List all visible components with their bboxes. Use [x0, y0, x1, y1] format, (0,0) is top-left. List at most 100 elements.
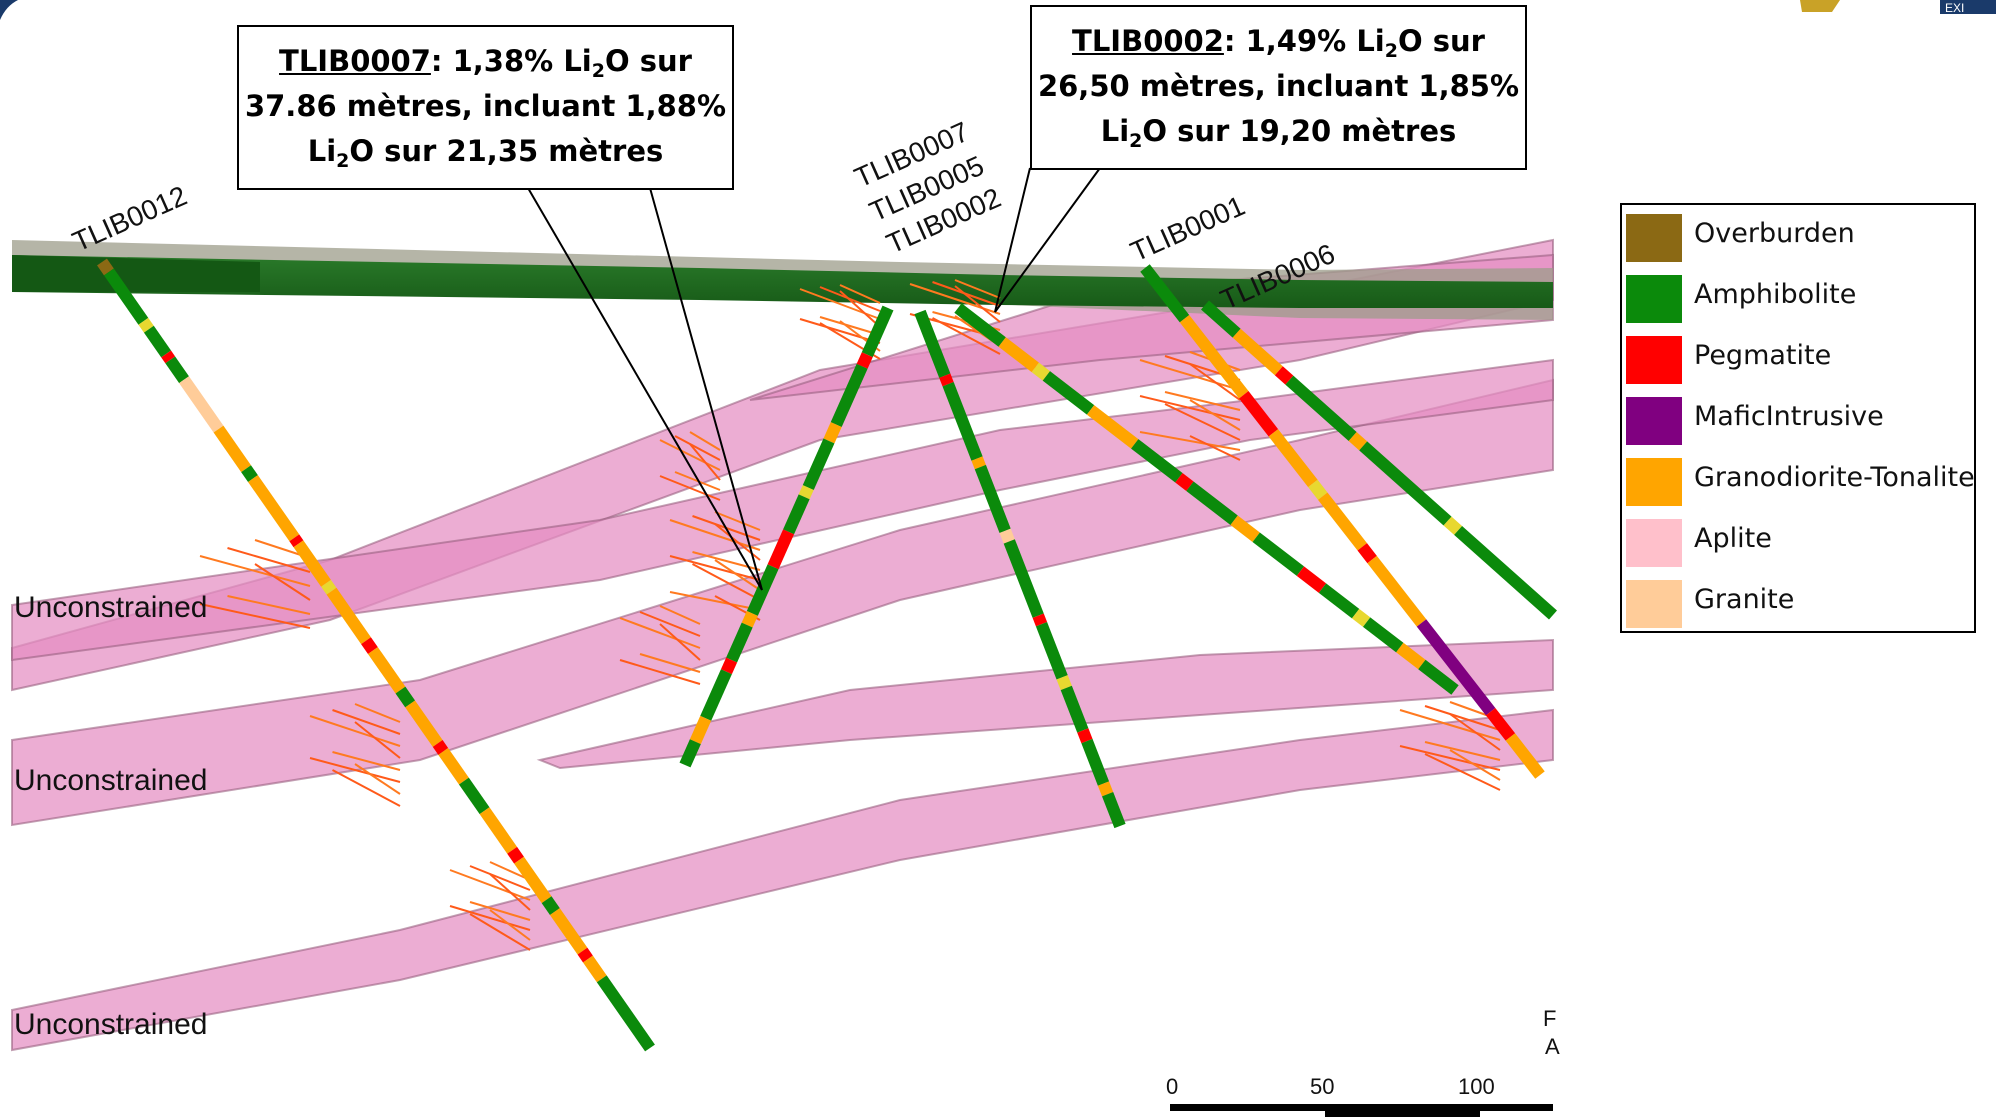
assay-tick	[1139, 395, 1241, 421]
drillhole-segment	[248, 475, 300, 542]
drillhole-segment	[1186, 481, 1238, 525]
drillhole-segment	[1102, 791, 1126, 829]
edge-char: F	[1543, 1006, 1556, 1031]
legend-swatch	[1626, 397, 1682, 445]
assay-tick	[799, 318, 881, 344]
assay-tick	[839, 290, 881, 328]
drillhole-segment	[289, 534, 304, 548]
drillhole-segment	[1201, 300, 1241, 338]
drillhole-segment	[458, 777, 490, 815]
zone-label: Unconstrained	[14, 591, 207, 624]
callout-pointer-right	[994, 167, 1101, 313]
drillhole-segment	[1060, 685, 1089, 733]
drillhole-segment	[1097, 781, 1114, 797]
callout-text: O sur 21,35 mètres	[349, 134, 664, 168]
drillhole-segment	[577, 947, 593, 963]
assay-tick	[659, 439, 721, 471]
assay-tick	[469, 913, 531, 951]
legend-swatch	[1626, 214, 1682, 262]
aplite-dyke	[11, 378, 1554, 827]
assay-tick	[669, 591, 761, 611]
assay-tick	[954, 285, 1001, 323]
drillhole-segment	[1396, 642, 1426, 670]
drillhole-segment	[1285, 375, 1357, 441]
assay-tick	[839, 284, 881, 304]
assay-tick	[714, 511, 761, 531]
assay-tick	[674, 435, 721, 461]
drillhole-segment	[830, 363, 868, 428]
drillhole-segment	[138, 317, 154, 333]
assay-tick	[1164, 403, 1241, 441]
drillhole-segment	[1359, 441, 1452, 526]
edge-text: F A	[1543, 1006, 1560, 1059]
drillhole-segment	[1239, 391, 1279, 437]
zone-labels: Unconstrained Unconstrained Unconstraine…	[14, 591, 207, 1041]
drillhole-segment	[741, 611, 758, 628]
assay-tick	[639, 653, 701, 673]
drillhole-segment	[479, 807, 518, 854]
legend-item: Aplite	[1626, 516, 1972, 570]
callout-right: TLIB0002: 1,49% Li2O sur 26,50 mètres, i…	[1030, 5, 1527, 170]
assay-tick	[254, 563, 311, 601]
assay-tick	[469, 901, 531, 921]
drillholes	[97, 258, 1557, 1052]
drillhole-segment	[596, 975, 655, 1052]
legend-label: Granodiorite-Tonalite	[1694, 462, 1975, 493]
drillhole-segment	[1357, 543, 1377, 564]
drillhole-segment	[954, 303, 1006, 347]
drillhole-segment	[1140, 264, 1190, 323]
legend-item: Granodiorite-Tonalite	[1626, 455, 1975, 509]
drillhole-segment	[689, 715, 712, 745]
drillhole-segment	[998, 337, 1039, 373]
drillhole-segment	[856, 352, 873, 369]
drillhole-segment	[1035, 622, 1068, 680]
assay-tick	[932, 317, 1001, 355]
assay-tick	[659, 623, 701, 661]
assay-tick	[1164, 391, 1241, 411]
drillhole-segment	[783, 494, 810, 535]
callout-text: 37.86 mètres, incluant 1,88%	[244, 89, 727, 123]
callout-text: Li	[307, 134, 337, 168]
legend-swatch	[1626, 519, 1682, 567]
drillhole-segment	[1416, 619, 1496, 716]
assay-tick	[1424, 741, 1501, 761]
assay-tick	[1139, 359, 1241, 391]
drillhole-segment	[549, 908, 588, 955]
assay-tick	[714, 559, 761, 591]
drillhole-segment	[1485, 707, 1516, 741]
drillhole-segment	[405, 700, 443, 747]
drillhole-segment	[1077, 728, 1093, 744]
assay-tick	[1399, 745, 1501, 771]
assay-tick	[469, 865, 531, 891]
drillhole-segment	[971, 456, 986, 470]
aplite-dykes	[11, 238, 1554, 1052]
assay-tick	[199, 603, 311, 629]
drillhole-segment	[746, 564, 779, 616]
legend-item: Pegmatite	[1626, 333, 1972, 387]
drillhole-segment	[861, 305, 894, 358]
assay-tick	[309, 757, 401, 783]
callout-subscript: 2	[1129, 130, 1143, 152]
drillhole-segment	[1443, 516, 1463, 535]
logo-fragment-text: EXI	[1945, 1, 1964, 15]
legend-item: Amphibolite	[1626, 272, 1972, 326]
drillhole-segment	[1318, 583, 1360, 619]
callout-text: O sur	[1397, 24, 1485, 58]
drillhole-segment	[1232, 328, 1283, 376]
assay-tick	[1189, 399, 1241, 431]
assay-tick	[689, 443, 721, 481]
legend-label: Aplite	[1694, 523, 1772, 554]
legend-label: Pegmatite	[1694, 340, 1832, 371]
drillhole-segment	[1268, 429, 1318, 488]
assay-tick	[354, 721, 401, 759]
callout-subscript: 2	[1384, 40, 1398, 62]
drillhole-segment	[326, 587, 371, 645]
drillhole-segment	[1175, 473, 1194, 492]
assay-tick	[819, 316, 881, 336]
assay-tick	[489, 873, 531, 911]
drillhole-segment	[1367, 555, 1427, 627]
drillhole-segment	[720, 657, 738, 675]
drillhole-segment	[1351, 608, 1371, 627]
legend-label: MaficIntrusive	[1694, 401, 1884, 432]
assay-tick	[1424, 705, 1501, 731]
